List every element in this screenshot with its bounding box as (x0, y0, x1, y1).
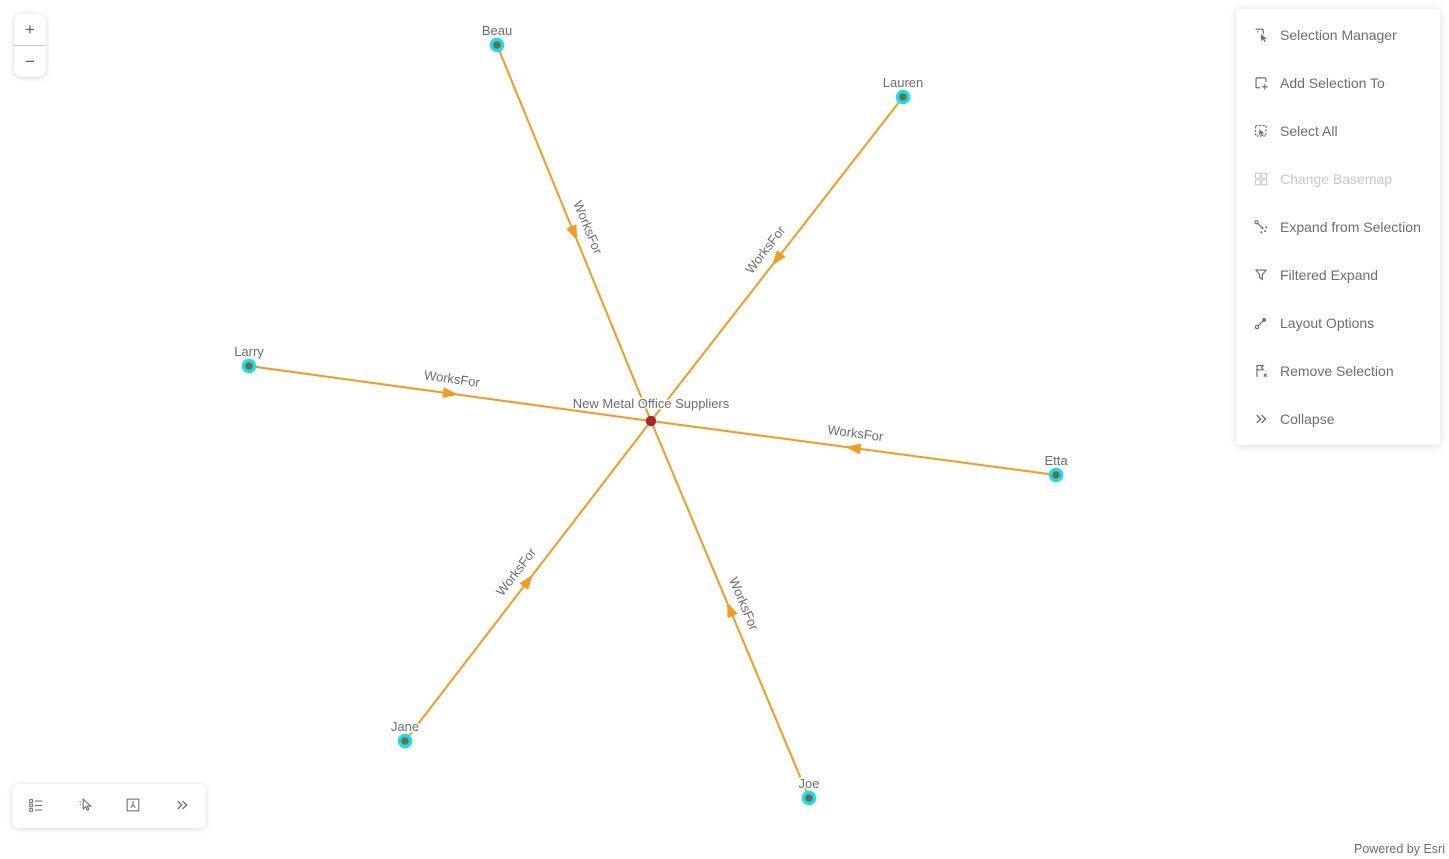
graph-node-jane[interactable] (397, 733, 413, 749)
node-label: Joe (799, 776, 820, 791)
edge-label: WorksFor (423, 367, 481, 390)
toolbar-expand-button[interactable] (159, 784, 205, 828)
graph-node-company[interactable] (645, 415, 657, 427)
edge-label: WorksFor (726, 575, 762, 633)
edge-arrow (566, 224, 578, 241)
zoom-in-button[interactable]: + (14, 14, 46, 45)
graph-node-etta[interactable] (1048, 467, 1064, 483)
pointer-select-icon (76, 796, 94, 817)
layout-options-icon (1251, 313, 1271, 333)
node-core (805, 794, 813, 802)
node-label: Beau (482, 23, 512, 38)
expand-from-selection-icon (1251, 217, 1271, 237)
menu-item-label: Selection Manager (1280, 27, 1397, 43)
zoom-out-button[interactable]: − (14, 46, 46, 77)
change-basemap-icon (1251, 169, 1271, 189)
bottom-toolbar (12, 784, 206, 828)
menu-item-select-all[interactable]: Select All (1236, 107, 1440, 155)
pointer-select-button[interactable] (62, 784, 108, 828)
menu-item-selection-manager[interactable]: Selection Manager (1236, 11, 1440, 59)
edge-label: WorksFor (493, 544, 539, 598)
menu-item-remove-selection[interactable]: Remove Selection (1236, 347, 1440, 395)
center-node-label: New Metal Office Suppliers (573, 396, 730, 411)
select-all-icon (1251, 121, 1271, 141)
menu-item-expand-from-selection[interactable]: Expand from Selection (1236, 203, 1440, 251)
edge-arrow (772, 250, 786, 266)
node-label: Larry (234, 344, 264, 359)
menu-item-change-basemap: Change Basemap (1236, 155, 1440, 203)
powered-by-esri: Powered by Esri (1353, 842, 1445, 856)
center-node-dot (645, 415, 657, 427)
add-selection-to-icon (1251, 73, 1271, 93)
menu-item-label: Change Basemap (1280, 171, 1393, 187)
edge-label: WorksFor (827, 422, 885, 444)
edge-arrow (519, 574, 533, 590)
node-core (245, 362, 253, 370)
remove-selection-icon (1251, 361, 1271, 381)
edge-arrow (442, 387, 458, 399)
menu-item-label: Expand from Selection (1280, 219, 1421, 235)
graph-node-lauren[interactable] (895, 89, 911, 105)
node-core (899, 93, 907, 101)
edge-arrow (845, 443, 862, 455)
node-label: Etta (1044, 453, 1068, 468)
graph-node-beau[interactable] (489, 37, 505, 53)
menu-item-label: Filtered Expand (1280, 267, 1379, 283)
collapse-icon (1251, 409, 1271, 429)
rectangle-select-button[interactable] (110, 784, 156, 828)
edge-arrow (726, 602, 738, 619)
graph-node-larry[interactable] (241, 358, 257, 374)
edge-label: WorksFor (742, 222, 789, 276)
node-label: Jane (391, 719, 419, 734)
menu-item-label: Add Selection To (1280, 75, 1385, 91)
menu-item-collapse[interactable]: Collapse (1236, 395, 1440, 443)
legend-list-icon (27, 796, 45, 817)
menu-item-layout-options[interactable]: Layout Options (1236, 299, 1440, 347)
filtered-expand-icon (1251, 265, 1271, 285)
zoom-control: + − (14, 14, 46, 77)
selection-manager-icon (1251, 25, 1271, 45)
legend-list-button[interactable] (13, 784, 59, 828)
menu-item-label: Select All (1280, 123, 1338, 139)
node-core (493, 41, 501, 49)
context-menu: Selection Manager Add Selection To Select … (1236, 9, 1440, 445)
menu-item-filtered-expand[interactable]: Filtered Expand (1236, 251, 1440, 299)
graph-node-joe[interactable] (801, 790, 817, 806)
node-core (1052, 471, 1060, 479)
node-core (401, 737, 409, 745)
zoom-divider (14, 45, 46, 46)
rectangle-select-icon (124, 796, 142, 817)
node-label: Lauren (883, 75, 923, 90)
menu-item-label: Layout Options (1280, 315, 1375, 331)
menu-item-label: Remove Selection (1280, 363, 1394, 379)
toolbar-expand-icon (173, 796, 191, 817)
menu-item-label: Collapse (1280, 411, 1335, 427)
menu-item-add-selection-to[interactable]: Add Selection To (1236, 59, 1440, 107)
